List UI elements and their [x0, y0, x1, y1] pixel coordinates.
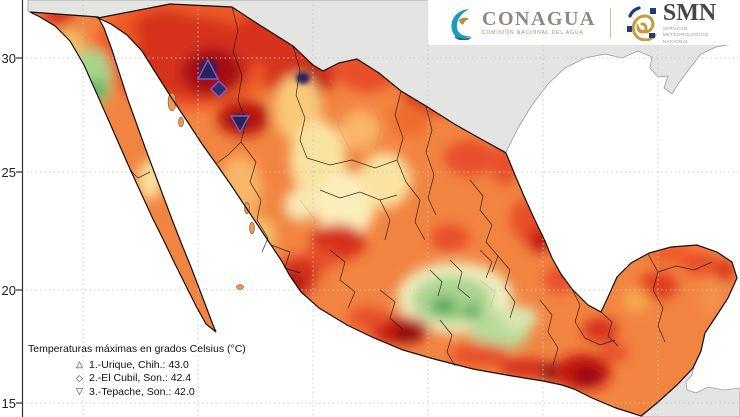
- legend-entries: △ 1.-Urique, Chih.: 43.0 ◇ 2.-El Cubil, …: [76, 358, 246, 399]
- smn-spiral-icon: [626, 5, 657, 41]
- graticule: [22, 0, 740, 417]
- latitude-axis: [16, 0, 24, 417]
- triangle-up-icon: △: [76, 359, 83, 370]
- smn-subtitle-line3: NACIONAL: [662, 38, 690, 44]
- legend-title: Temperaturas máximas en grados Celsius (…: [28, 343, 246, 355]
- lat-tick-25: 25: [1, 165, 16, 180]
- smn-wordmark: SMN: [662, 0, 717, 26]
- station-marker-tepache: [229, 115, 251, 134]
- legend-entry: ▽ 3.-Tepache, Son.: 42.0: [76, 385, 246, 399]
- triangle-down-icon: ▽: [76, 386, 83, 397]
- conagua-water-icon: [451, 8, 471, 40]
- smn-logo: SMN SERVICIO METEOROLÓGICO NACIONAL: [625, 1, 716, 45]
- islands: [167, 92, 255, 290]
- legend-entry: ◇ 2.-El Cubil, Son.: 42.4: [76, 372, 246, 386]
- logo-divider: [609, 7, 611, 38]
- diamond-icon: ◇: [76, 372, 83, 383]
- conagua-wordmark: CONAGUA: [482, 8, 596, 30]
- legend-entry-label: 2.-El Cubil, Son.: 42.4: [89, 372, 192, 385]
- smn-subtitle-line2: METEOROLÓGICO: [662, 32, 709, 38]
- lat-tick-20: 20: [1, 283, 16, 298]
- secondary-boundaries: [299, 79, 496, 309]
- lat-tick-15: 15: [1, 396, 16, 411]
- station-marker-urique: [196, 58, 220, 80]
- station-markers: [196, 58, 251, 134]
- national-border: [29, 3, 738, 417]
- agency-header: CONAGUA COMISIÓN NACIONAL DEL AGUA SMN S…: [428, 0, 740, 45]
- legend: Temperaturas máximas en grados Celsius (…: [28, 343, 246, 399]
- legend-entry-label: 3.-Tepache, Son.: 42.0: [89, 385, 195, 398]
- lat-tick-30: 30: [1, 51, 16, 66]
- station-marker-elcubil: [210, 80, 228, 98]
- legend-entry-label: 1.-Urique, Chih.: 43.0: [89, 358, 189, 371]
- legend-entry: △ 1.-Urique, Chih.: 43.0: [76, 358, 246, 372]
- state-boundaries: [129, 6, 713, 367]
- smn-subtitle-line1: SERVICIO: [662, 25, 688, 31]
- conagua-logo: CONAGUA COMISIÓN NACIONAL DEL AGUA: [446, 6, 596, 40]
- conagua-subtitle: COMISIÓN NACIONAL DEL AGUA: [482, 30, 584, 36]
